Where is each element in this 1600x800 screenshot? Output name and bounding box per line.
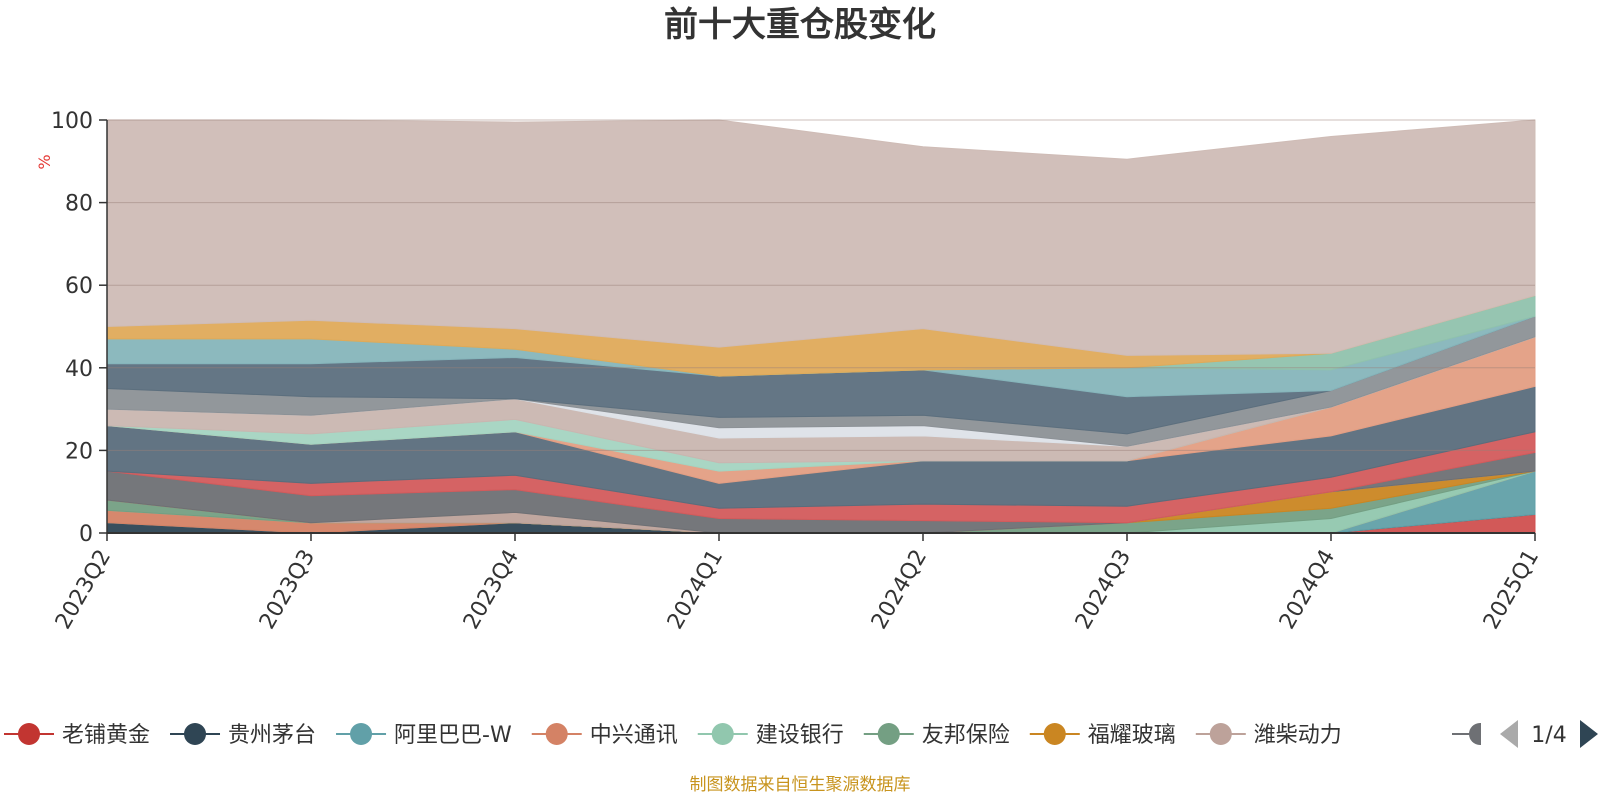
legend-marker-icon: [18, 723, 40, 745]
legend-item[interactable]: 建设银行: [697, 723, 844, 748]
legend-prev-page-icon[interactable]: [1500, 720, 1518, 748]
source-note: 制图数据来自恒生聚源数据库: [690, 775, 911, 795]
legend-marker-icon: [877, 723, 900, 745]
legend-marker-icon: [1043, 723, 1066, 745]
x-tick-label: 2024Q1: [663, 546, 728, 634]
legend-page-indicator: 1/4: [1531, 723, 1566, 748]
x-tick-label: 2023Q4: [459, 546, 524, 634]
legend-item[interactable]: 贵州茅台: [170, 723, 316, 748]
legend-label: 友邦保险: [922, 723, 1010, 748]
legend-item[interactable]: 潍柴动力: [1195, 723, 1342, 748]
legend: 老铺黄金 贵州茅台 阿里巴巴-W 中兴通讯 建设银行 友邦保险 福耀玻璃 潍柴动力 1/4: [4, 720, 1598, 748]
x-tick-label: 2023Q2: [51, 546, 116, 634]
legend-item[interactable]: 友邦保险: [863, 723, 1010, 748]
y-tick-label: 80: [65, 192, 93, 217]
plot-area: [106, 119, 1536, 534]
legend-label: 中兴通讯: [590, 723, 678, 748]
legend-label: 老铺黄金: [62, 723, 150, 748]
chart-title: 前十大重仓股变化: [664, 5, 936, 45]
x-tick-label: 2024Q2: [867, 546, 932, 634]
legend-item[interactable]: 福耀玻璃: [1029, 723, 1176, 748]
legend-marker-icon: [1209, 723, 1232, 745]
legend-marker-icon: [711, 723, 734, 745]
gridlines: [107, 119, 1535, 451]
legend-marker-icon: [350, 723, 373, 745]
legend-item[interactable]: 阿里巴巴-W: [336, 723, 512, 748]
x-tick-label: 2023Q3: [255, 546, 320, 634]
x-tick-label: 2024Q4: [1275, 546, 1340, 634]
x-tick-label: 2024Q3: [1071, 546, 1136, 634]
legend-item-partial[interactable]: [1452, 723, 1481, 745]
legend-label: 潍柴动力: [1254, 723, 1342, 748]
y-tick-label: 20: [65, 439, 93, 464]
legend-marker-icon: [1469, 723, 1481, 745]
legend-marker-icon: [545, 723, 568, 745]
series-area-20: [106, 119, 1536, 356]
legend-item[interactable]: 老铺黄金: [4, 723, 150, 748]
y-tick-label: 100: [51, 109, 93, 134]
legend-item[interactable]: 中兴通讯: [531, 723, 678, 748]
legend-label: 建设银行: [756, 723, 844, 748]
y-tick-label: 0: [79, 522, 93, 547]
legend-marker-icon: [184, 723, 207, 745]
y-tick-label: 40: [65, 357, 93, 382]
legend-label: 阿里巴巴-W: [394, 723, 512, 748]
y-tick-label: 60: [65, 274, 93, 299]
legend-next-page-icon[interactable]: [1580, 720, 1598, 748]
legend-label: 贵州茅台: [228, 723, 316, 748]
legend-label: 福耀玻璃: [1088, 723, 1176, 748]
y-axis-unit: %: [35, 154, 54, 169]
x-tick-label: 2025Q1: [1479, 546, 1544, 634]
